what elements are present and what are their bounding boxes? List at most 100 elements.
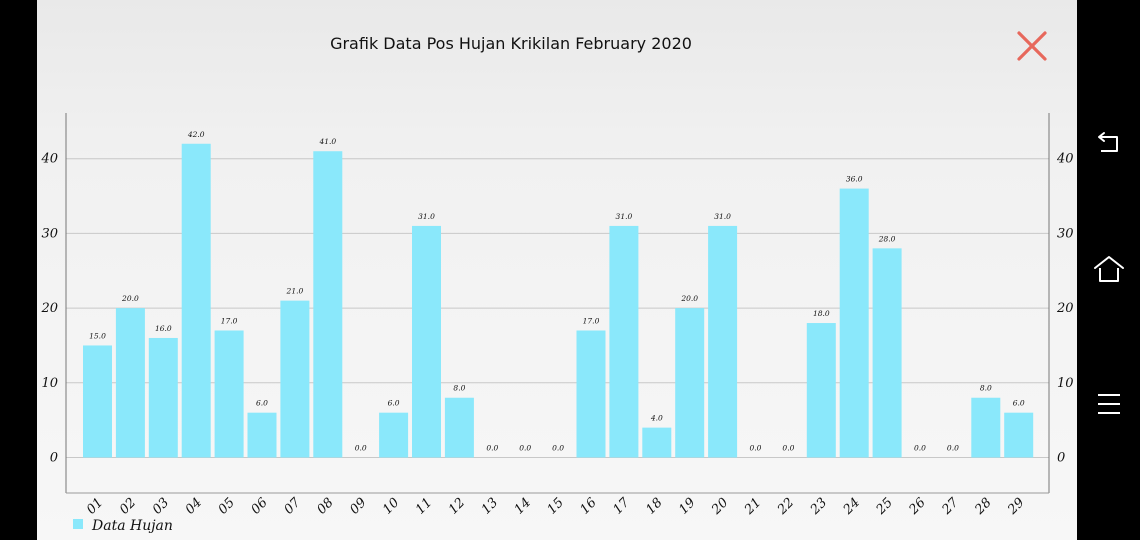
data-label: 16.0 xyxy=(155,324,172,333)
y-tick-label-right: 40 xyxy=(1056,152,1074,167)
legend-label: Data Hujan xyxy=(91,518,173,534)
data-label: 0.0 xyxy=(486,444,498,453)
x-tick-label: 22 xyxy=(774,495,797,518)
y-tick-label-right: 0 xyxy=(1057,451,1065,466)
bar xyxy=(247,412,277,458)
bar xyxy=(971,397,1001,458)
bar xyxy=(576,330,606,458)
x-tick-label: 04 xyxy=(183,495,205,517)
bar xyxy=(148,337,178,458)
chart-dialog: Grafik Data Pos Hujan Krikilan February … xyxy=(37,0,1077,540)
y-tick-label-left: 0 xyxy=(50,451,58,466)
chart-title: Grafik Data Pos Hujan Krikilan February … xyxy=(330,34,692,53)
y-tick-label-right: 20 xyxy=(1056,301,1074,316)
data-label: 15.0 xyxy=(89,331,106,340)
data-label: 0.0 xyxy=(355,444,367,453)
bar xyxy=(708,225,738,458)
bar xyxy=(83,345,112,458)
y-tick-label-left: 20 xyxy=(40,301,58,316)
data-label: 0.0 xyxy=(519,444,531,453)
y-tick-label-left: 40 xyxy=(40,152,58,167)
x-tick-label: 10 xyxy=(380,495,402,517)
bar xyxy=(609,225,639,458)
y-tick-label-right: 30 xyxy=(1057,226,1074,241)
bar xyxy=(444,397,474,458)
x-tick-label: 21 xyxy=(741,495,764,518)
bar xyxy=(1004,412,1034,458)
close-icon[interactable] xyxy=(1015,29,1049,63)
bar xyxy=(280,300,310,458)
legend-swatch xyxy=(73,519,83,529)
y-tick-label-left: 30 xyxy=(41,226,58,241)
bar-chart: 0 0 10 10 20 20 30 30 40 40 15.0 01 20.0 02 16.0 03 42.0… xyxy=(40,113,1074,534)
data-label: 17.0 xyxy=(583,317,600,326)
x-tick-label: 18 xyxy=(643,495,665,517)
data-label: 31.0 xyxy=(418,212,435,221)
data-label: 36.0 xyxy=(846,175,863,184)
x-tick-label: 02 xyxy=(117,495,139,517)
x-tick-label: 03 xyxy=(150,495,172,517)
x-tick-label: 16 xyxy=(578,495,600,517)
x-tick-label: 13 xyxy=(479,495,501,517)
bar xyxy=(675,308,705,458)
menu-icon[interactable] xyxy=(1091,386,1127,422)
data-label: 28.0 xyxy=(878,234,896,243)
data-label: 20.0 xyxy=(121,294,139,303)
x-tick-label: 08 xyxy=(314,495,336,517)
x-tick-label: 09 xyxy=(347,495,369,517)
data-label: 42.0 xyxy=(187,130,205,139)
bar xyxy=(642,427,672,458)
x-tick-label: 15 xyxy=(545,495,567,517)
data-label: 6.0 xyxy=(388,399,400,408)
data-label: 31.0 xyxy=(616,212,633,221)
data-label: 17.0 xyxy=(221,317,238,326)
data-label: 6.0 xyxy=(1013,399,1025,408)
x-tick-label: 26 xyxy=(906,495,929,518)
x-tick-label: 05 xyxy=(216,495,238,517)
x-tick-label: 14 xyxy=(512,495,534,517)
x-tick-label: 11 xyxy=(413,495,435,517)
data-label: 0.0 xyxy=(750,444,762,453)
x-tick-label: 12 xyxy=(446,495,468,517)
bar xyxy=(412,225,441,458)
data-label: 0.0 xyxy=(914,444,926,453)
bar xyxy=(839,188,869,458)
y-tick-label-left: 10 xyxy=(41,376,58,391)
bar xyxy=(806,323,836,458)
data-label: 8.0 xyxy=(453,384,465,393)
back-icon[interactable] xyxy=(1091,124,1127,160)
data-label: 31.0 xyxy=(714,212,731,221)
x-tick-label: 01 xyxy=(84,495,106,517)
x-tick-label: 23 xyxy=(807,495,830,518)
data-label: 21.0 xyxy=(286,287,304,296)
bar xyxy=(214,330,244,458)
x-tick-label: 28 xyxy=(972,495,995,518)
x-tick-label: 06 xyxy=(249,495,271,517)
x-tick-label: 24 xyxy=(840,495,863,518)
x-tick-label: 20 xyxy=(708,495,731,518)
data-label: 8.0 xyxy=(980,384,992,393)
bar xyxy=(872,248,902,458)
x-tick-label: 27 xyxy=(939,495,963,519)
bar xyxy=(313,151,343,458)
data-label: 41.0 xyxy=(318,137,336,146)
x-tick-label: 25 xyxy=(873,495,896,518)
data-label: 0.0 xyxy=(782,444,794,453)
x-tick-label: 17 xyxy=(610,495,633,518)
bar xyxy=(181,143,211,458)
bar xyxy=(379,412,409,458)
bar xyxy=(115,308,145,458)
data-label: 0.0 xyxy=(947,444,959,453)
x-tick-label: 07 xyxy=(281,495,304,518)
home-icon[interactable] xyxy=(1091,252,1127,288)
data-label: 18.0 xyxy=(813,309,830,318)
data-label: 6.0 xyxy=(256,399,268,408)
navigation-bar xyxy=(1077,0,1140,540)
y-tick-label-right: 10 xyxy=(1057,376,1074,391)
data-label: 20.0 xyxy=(680,294,698,303)
x-tick-label: 29 xyxy=(1005,495,1028,518)
x-tick-label: 19 xyxy=(676,495,698,517)
data-label: 0.0 xyxy=(552,444,564,453)
data-label: 4.0 xyxy=(650,414,663,423)
